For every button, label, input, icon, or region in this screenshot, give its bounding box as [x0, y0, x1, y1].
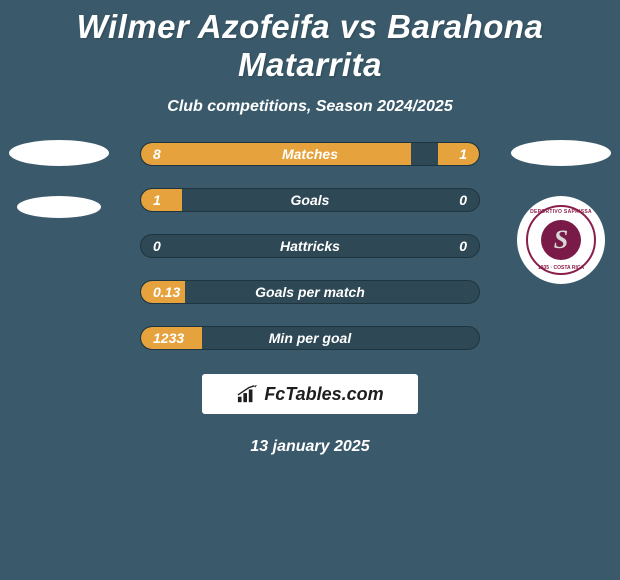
stat-bar: 1 Goals 0 — [140, 188, 480, 212]
player-oval-icon — [511, 140, 611, 166]
stat-label: Goals per match — [141, 284, 479, 300]
left-player-badges — [14, 140, 104, 218]
stat-right-value: 0 — [459, 192, 467, 208]
root: Wilmer Azofeifa vs Barahona Matarrita Cl… — [0, 0, 620, 456]
club-badge: DEPORTIVO SAPRISSA S 1935 · COSTA RICA — [517, 196, 605, 284]
stat-bars: 8 Matches 1 1 Goals 0 0 Hattricks 0 — [140, 142, 480, 350]
club-badge-top-text: DEPORTIVO SAPRISSA — [530, 209, 592, 215]
club-badge-ring: DEPORTIVO SAPRISSA S 1935 · COSTA RICA — [526, 205, 596, 275]
brand-box: FcTables.com — [202, 374, 418, 414]
stat-bar: 1233 Min per goal — [140, 326, 480, 350]
stat-right-value: 1 — [459, 146, 467, 162]
page-title: Wilmer Azofeifa vs Barahona Matarrita — [10, 8, 610, 84]
club-badge-letter: S — [541, 220, 581, 260]
stat-bar: 8 Matches 1 — [140, 142, 480, 166]
stat-label: Min per goal — [141, 330, 479, 346]
subtitle: Club competitions, Season 2024/2025 — [10, 98, 610, 116]
bar-chart-icon — [236, 384, 258, 404]
stat-label: Matches — [141, 146, 479, 162]
stat-label: Goals — [141, 192, 479, 208]
stats-area: DEPORTIVO SAPRISSA S 1935 · COSTA RICA 8… — [10, 142, 610, 456]
date-text: 13 january 2025 — [10, 438, 610, 456]
right-player-badges: DEPORTIVO SAPRISSA S 1935 · COSTA RICA — [516, 140, 606, 284]
stat-label: Hattricks — [141, 238, 479, 254]
club-badge-bottom-text: 1935 · COSTA RICA — [538, 265, 584, 271]
stat-right-value: 0 — [459, 238, 467, 254]
player-oval-icon — [9, 140, 109, 166]
stat-bar: 0.13 Goals per match — [140, 280, 480, 304]
stat-bar: 0 Hattricks 0 — [140, 234, 480, 258]
player-oval-icon — [17, 196, 101, 218]
brand-text: FcTables.com — [264, 384, 383, 405]
